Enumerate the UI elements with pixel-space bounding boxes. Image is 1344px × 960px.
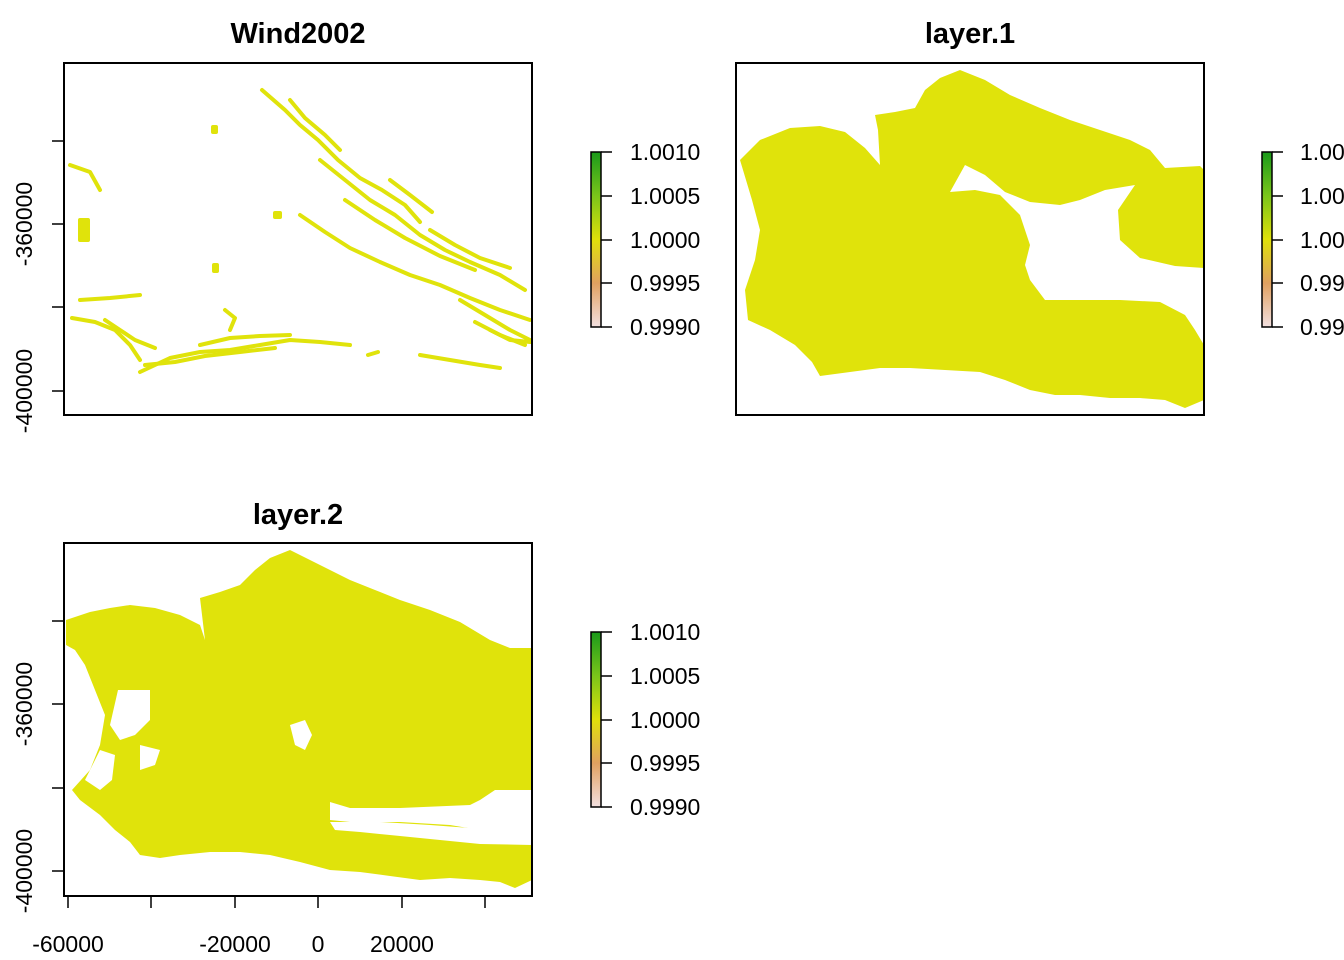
y-tick-label: -400000 (11, 349, 37, 433)
x-tick-label: 0 (312, 931, 325, 957)
legend-colorbar (590, 631, 602, 808)
legend-label: 1.00 (1300, 139, 1344, 165)
y-tick-label: -360000 (11, 182, 37, 266)
legend-label: 0.9990 (630, 314, 700, 340)
legend: 1.00 1.00 1.00 0.99 0.99 (1261, 139, 1344, 340)
legend-label: 0.9990 (630, 794, 700, 820)
legend-label: 1.0005 (630, 663, 700, 689)
panel-layer2: layer.2 -360000 -400000 (11, 499, 700, 957)
x-axis (67, 895, 486, 908)
panel-wind2002: Wind2002 (11, 18, 700, 433)
y-axis (52, 140, 65, 392)
legend-colorbar (1261, 151, 1273, 328)
legend-label: 0.9995 (630, 270, 700, 296)
x-tick-label: -20000 (199, 931, 271, 957)
x-tick-label: -60000 (32, 931, 104, 957)
legend-label: 0.99 (1300, 270, 1344, 296)
legend: 1.0010 1.0005 1.0000 0.9995 0.9990 (590, 139, 700, 340)
legend-label: 1.0010 (630, 139, 700, 165)
legend-label: 1.0005 (630, 183, 700, 209)
legend-label: 1.00 (1300, 227, 1344, 253)
raster-layer1 (740, 70, 1204, 408)
x-tick-label: 20000 (370, 931, 434, 957)
legend-label: 1.0000 (630, 227, 700, 253)
legend-label: 1.0000 (630, 707, 700, 733)
panel-title: layer.2 (253, 499, 343, 531)
raster-layer2 (66, 550, 532, 888)
legend-label: 0.9995 (630, 750, 700, 776)
legend-label: 0.99 (1300, 314, 1344, 340)
panel-layer1: layer.1 1.00 1.00 1.00 0.99 0.99 (735, 18, 1344, 416)
legend-label: 1.0010 (630, 619, 700, 645)
panel-title: Wind2002 (230, 18, 365, 50)
panel-title: layer.1 (925, 18, 1015, 50)
raster-wind2002 (68, 88, 532, 374)
y-tick-label: -360000 (11, 662, 37, 746)
legend-label: 1.00 (1300, 183, 1344, 209)
y-tick-label: -400000 (11, 829, 37, 913)
legend: 1.0010 1.0005 1.0000 0.9995 0.9990 (590, 619, 700, 820)
legend-colorbar (590, 151, 602, 328)
plot-frame (735, 62, 1205, 416)
y-axis (52, 620, 65, 872)
